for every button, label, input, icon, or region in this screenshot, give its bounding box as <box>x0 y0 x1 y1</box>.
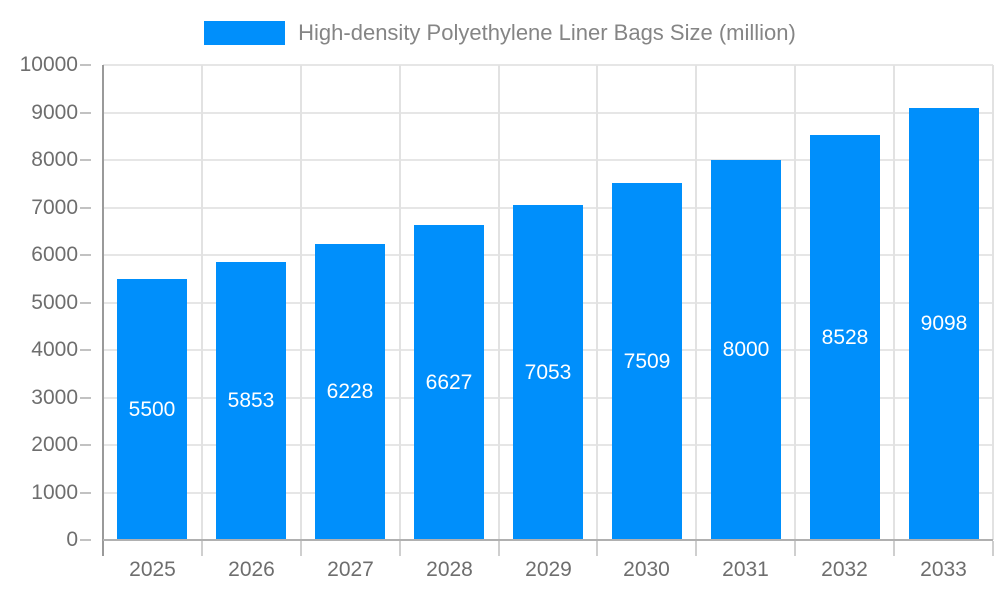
legend-label: High-density Polyethylene Liner Bags Siz… <box>298 20 796 45</box>
gridline-y-9000 <box>103 111 993 114</box>
y-axis-label-6000: 6000 <box>31 243 78 266</box>
bar-2030[interactable]: 7509 <box>612 183 682 540</box>
y-axis-label-3000: 3000 <box>31 386 78 409</box>
x-axis-label-2027: 2027 <box>327 558 374 581</box>
bar-2025[interactable]: 5500 <box>117 279 187 540</box>
y-axis-label-10000: 10000 <box>19 53 78 76</box>
y-axis-label-7000: 7000 <box>31 196 78 219</box>
x-axis-label-2030: 2030 <box>623 558 670 581</box>
gridline-y-8000 <box>103 159 993 161</box>
y-axis-tick-1000 <box>80 492 91 494</box>
bar-value-label: 9098 <box>920 312 968 335</box>
y-axis-tick-9000 <box>80 112 91 114</box>
y-axis-label-1000: 1000 <box>31 481 78 504</box>
y-axis-label-0: 0 <box>66 528 78 551</box>
y-axis-tick-2000 <box>80 444 91 446</box>
gridline-x-6 <box>695 65 697 540</box>
x-axis-tick-8 <box>893 541 895 556</box>
y-axis-tick-5000 <box>80 302 91 304</box>
bar-2033[interactable]: 9098 <box>909 108 979 540</box>
y-axis-line <box>102 65 104 556</box>
bar-2029[interactable]: 7053 <box>513 205 583 540</box>
x-axis-label-2028: 2028 <box>426 558 473 581</box>
y-axis-label-4000: 4000 <box>31 338 78 361</box>
x-axis-tick-7 <box>794 541 796 556</box>
y-axis-label-8000: 8000 <box>31 148 78 171</box>
x-axis-tick-4 <box>498 541 500 556</box>
x-axis-tick-1 <box>201 541 203 556</box>
gridline-x-8 <box>893 65 895 540</box>
y-axis-tick-6000 <box>80 254 91 256</box>
bar-2032[interactable]: 8528 <box>810 135 880 540</box>
x-axis-tick-6 <box>695 541 697 556</box>
bar-value-label: 6627 <box>425 370 473 394</box>
gridline-x-4 <box>498 65 500 540</box>
legend-marker <box>204 21 286 45</box>
x-axis-label-2026: 2026 <box>228 558 275 581</box>
x-axis-label-2031: 2031 <box>722 558 769 581</box>
bar-value-label: 8528 <box>821 325 869 349</box>
bar-value-label: 7053 <box>524 360 572 384</box>
x-axis-tick-9 <box>992 541 994 556</box>
bar-2027[interactable]: 6228 <box>315 244 385 540</box>
bar-2026[interactable]: 5853 <box>216 262 286 540</box>
y-axis-tick-0 <box>80 539 91 541</box>
y-axis-label-5000: 5000 <box>31 291 78 314</box>
gridline-x-1 <box>201 65 203 540</box>
x-axis-label-2033: 2033 <box>920 558 967 581</box>
y-axis-label-2000: 2000 <box>31 433 78 456</box>
y-axis-tick-10000 <box>80 64 91 66</box>
y-axis-label-9000: 9000 <box>31 101 78 124</box>
bar-value-label: 7509 <box>623 349 671 373</box>
bar-value-label: 6228 <box>326 380 374 403</box>
gridline-x-3 <box>399 65 401 540</box>
gridline-x-5 <box>596 65 598 540</box>
x-axis-label-2029: 2029 <box>525 558 572 581</box>
x-axis-tick-2 <box>300 541 302 556</box>
bar-value-label: 5853 <box>227 389 275 412</box>
gridline-x-7 <box>794 65 796 540</box>
x-axis-label-2025: 2025 <box>129 558 176 581</box>
x-axis-tick-3 <box>399 541 401 556</box>
gridline-x-2 <box>300 65 302 540</box>
y-axis-tick-3000 <box>80 397 91 399</box>
x-axis-line <box>103 539 993 541</box>
gridline-x-9 <box>992 65 994 540</box>
plot-area: 5500 5853 6228 6627 7053 7509 8000 8528 9098 <box>103 64 994 540</box>
gridline-y-10000 <box>103 64 993 66</box>
bar-value-label: 5500 <box>128 397 176 421</box>
y-axis-tick-4000 <box>80 349 91 351</box>
x-axis-tick-5 <box>596 541 598 556</box>
legend[interactable]: High-density Polyethylene Liner Bags Siz… <box>0 19 1000 47</box>
x-axis-label-2032: 2032 <box>821 558 868 581</box>
bar-2028[interactable]: 6627 <box>414 225 484 540</box>
y-axis-tick-8000 <box>80 159 91 161</box>
y-axis-tick-7000 <box>80 207 91 209</box>
bar-2031[interactable]: 8000 <box>711 160 781 540</box>
bar-value-label: 8000 <box>722 338 770 361</box>
